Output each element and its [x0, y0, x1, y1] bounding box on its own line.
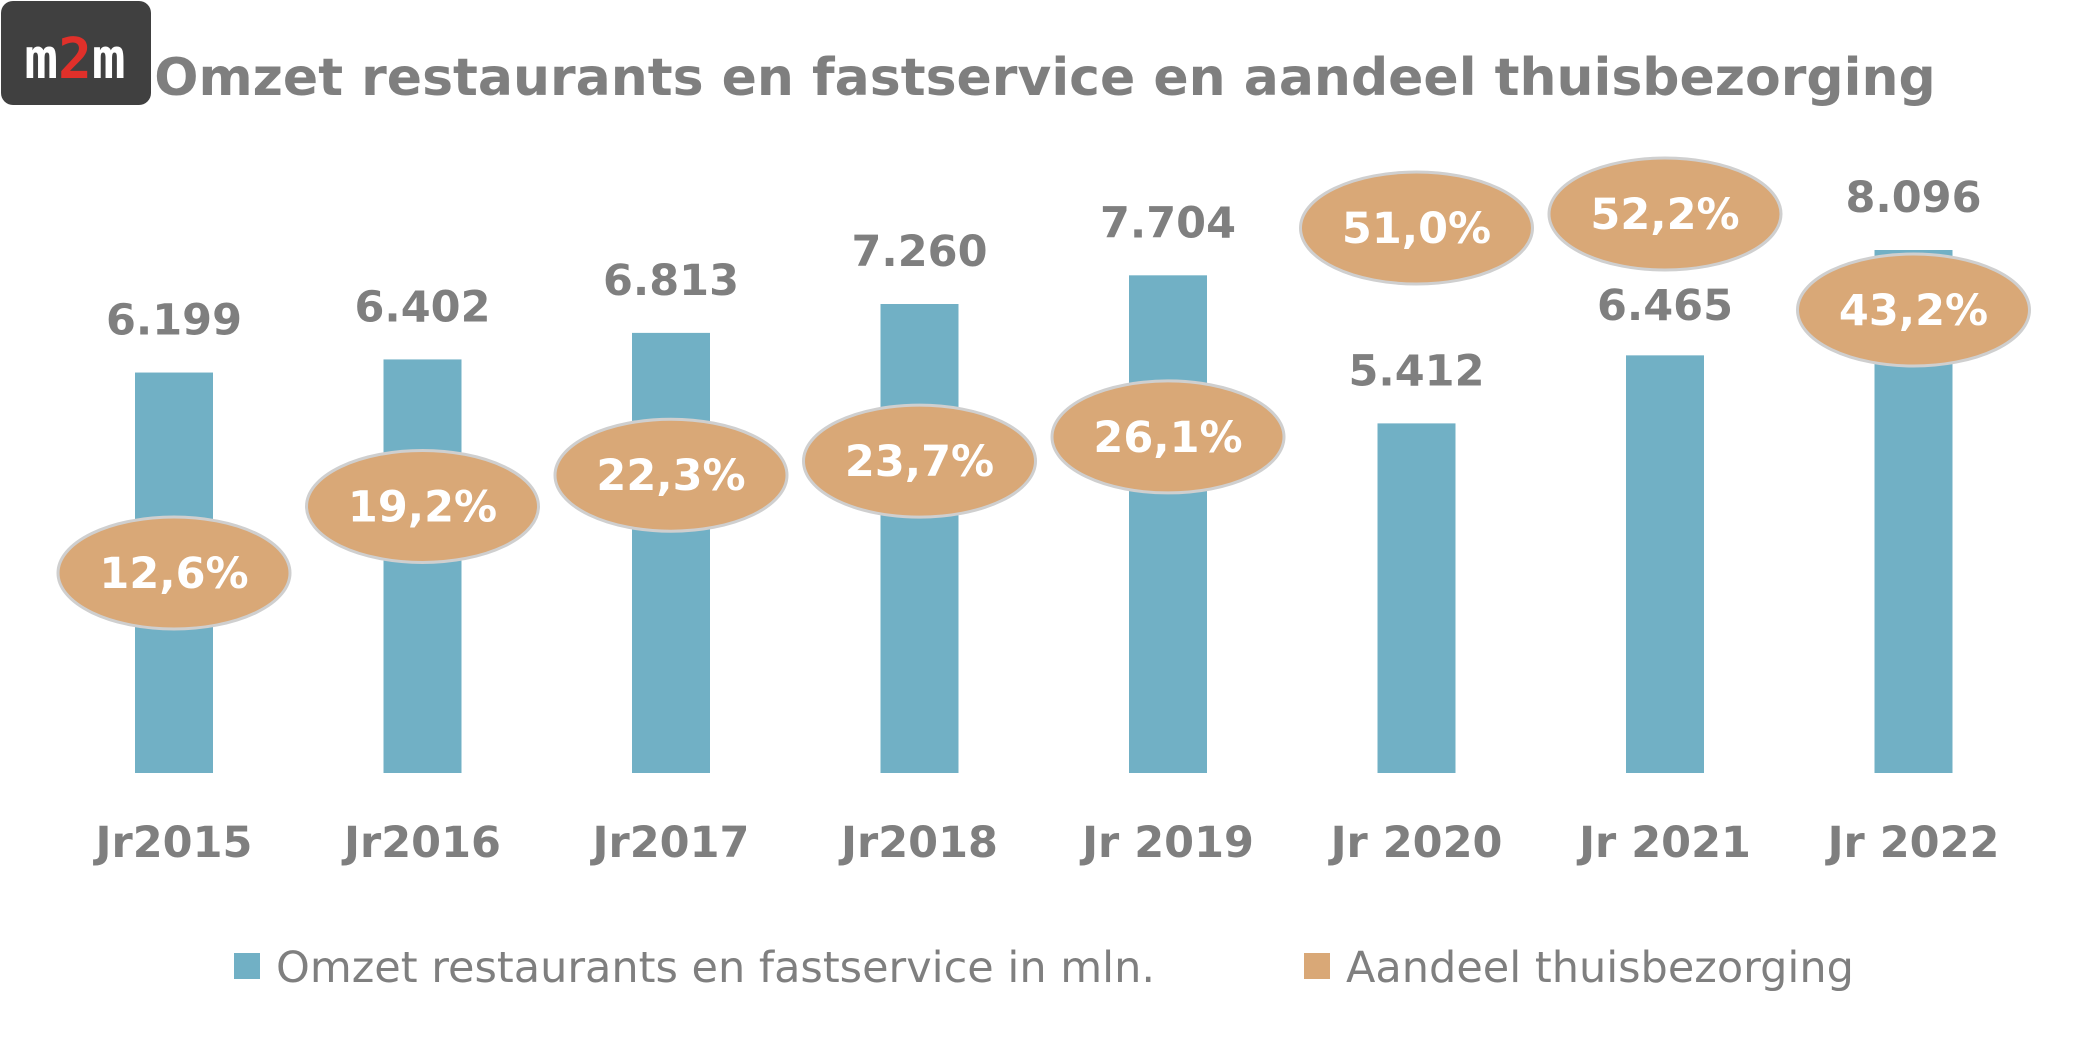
share-ellipse-3: [802, 403, 1037, 519]
x-tick-label-6: Jr 2021: [1576, 818, 1751, 868]
bar-5: [1377, 423, 1456, 773]
x-axis-labels: Jr2015 Jr2016 Jr2017 Jr2018 Jr 2019 Jr 2020 Jr…: [93, 818, 2000, 868]
bar-value-label-0: 6.199: [106, 296, 242, 346]
bar-4: [1129, 275, 1207, 773]
x-tick-label-7: Jr 2022: [1825, 818, 2000, 868]
share-label-0: 12,6%: [99, 549, 248, 599]
share-ellipse-4: [1050, 379, 1286, 495]
x-tick-label-3: Jr2018: [838, 818, 998, 868]
share-ellipse-6: [1547, 156, 1783, 272]
bar-value-label-2: 6.813: [603, 256, 739, 306]
legend: Omzet restaurants en fastservice in mln.…: [234, 943, 1854, 993]
bar-value-label-5: 5.412: [1348, 346, 1484, 396]
legend-label-omzet: Omzet restaurants en fastservice in mln.: [276, 943, 1155, 993]
share-label-5: 51,0%: [1342, 204, 1491, 254]
bar-value-label-4: 7.704: [1100, 198, 1236, 248]
share-label-1: 19,2%: [348, 482, 497, 532]
share-series: 12,6% 19,2% 22,3% 23,7% 26,1% 51,0% 52,2% 43,2%: [56, 156, 2031, 631]
share-label-6: 52,2%: [1590, 190, 1739, 240]
x-tick-label-0: Jr2015: [93, 818, 253, 868]
bar-value-label-6: 6.465: [1597, 281, 1733, 331]
share-label-3: 23,7%: [845, 437, 994, 487]
bar-value-label-1: 6.402: [354, 282, 490, 332]
share-ellipse-2: [553, 417, 789, 533]
share-label-2: 22,3%: [596, 451, 745, 501]
bar-2: [632, 332, 710, 773]
share-ellipse-1: [305, 448, 540, 564]
bar-1: [383, 359, 462, 773]
bar-value-label-7: 8.096: [1845, 173, 1981, 223]
chart-title: Omzet restaurants en fastservice en aand…: [154, 48, 1935, 108]
legend-swatch-aandeel: [1304, 953, 1330, 979]
x-tick-label-2: Jr2017: [590, 818, 750, 868]
logo: m2m: [1, 1, 151, 105]
legend-label-aandeel: Aandeel thuisbezorging: [1346, 943, 1854, 993]
share-ellipse-0: [56, 515, 292, 631]
logo-background: [1, 1, 151, 105]
bar-6: [1626, 355, 1704, 773]
bar-value-labels: 6.199 6.402 6.813 7.260 7.704 5.412 6.465 8.096: [106, 173, 1982, 396]
share-ellipse-7: [1796, 252, 2031, 368]
bar-value-label-3: 7.260: [851, 227, 987, 277]
bar-3: [880, 304, 959, 773]
share-label-7: 43,2%: [1839, 286, 1988, 336]
logo-text: m2m: [24, 27, 125, 92]
x-tick-label-5: Jr 2020: [1328, 818, 1503, 868]
share-ellipse-5: [1299, 170, 1534, 286]
legend-swatch-omzet: [234, 953, 260, 979]
x-tick-label-1: Jr2016: [341, 818, 501, 868]
share-label-4: 26,1%: [1093, 413, 1242, 463]
x-tick-label-4: Jr 2019: [1079, 818, 1254, 868]
